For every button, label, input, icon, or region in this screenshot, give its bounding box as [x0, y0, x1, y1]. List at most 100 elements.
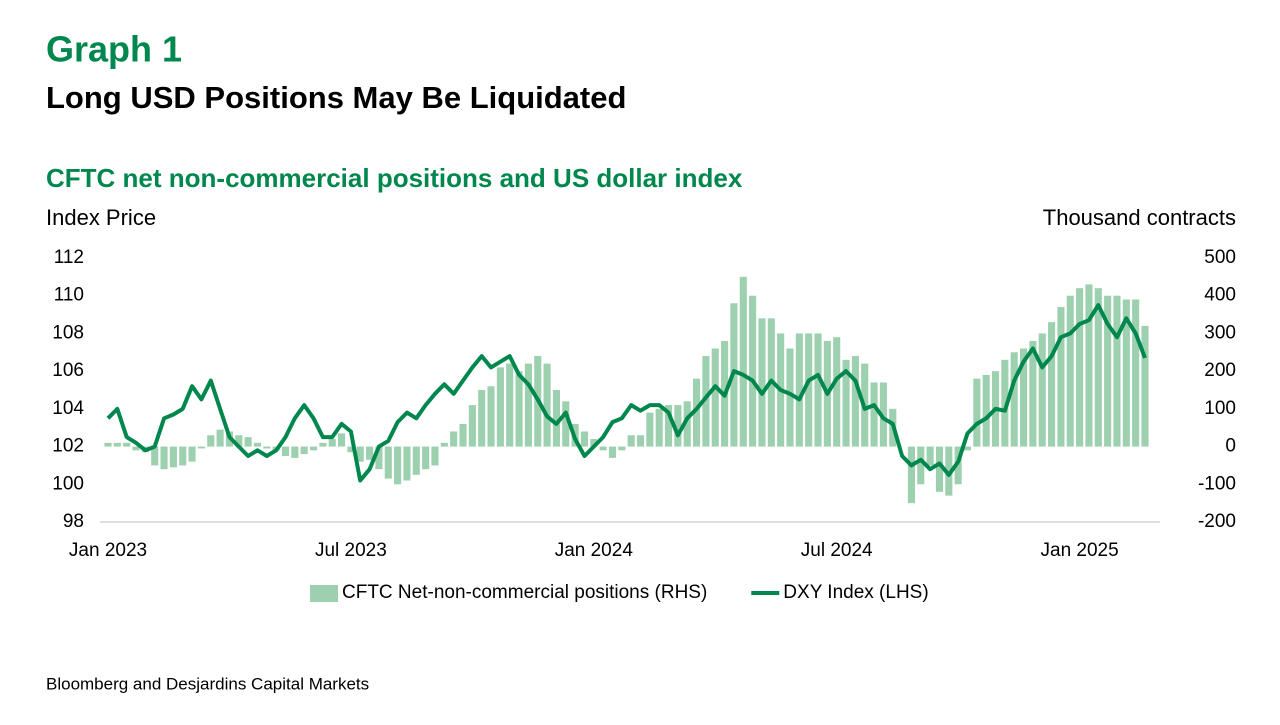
y-tick-label: 110 [54, 285, 84, 306]
chart-title: CFTC net non-commercial positions and US… [46, 163, 743, 193]
bar [608, 446, 617, 458]
bar [281, 446, 290, 456]
bar [319, 442, 327, 447]
y2-tick-label: 100 [1204, 398, 1236, 419]
bar [646, 412, 654, 447]
bar [366, 446, 374, 460]
y2-tick-label: 0 [1225, 436, 1236, 457]
bar [1048, 322, 1056, 447]
bar [487, 386, 495, 447]
bar [123, 442, 131, 447]
bar [954, 446, 962, 485]
y2-axis-label: Thousand contracts [1043, 205, 1236, 230]
y-tick-label: 112 [54, 247, 84, 268]
bar [1122, 299, 1130, 447]
bar [244, 437, 252, 447]
bar [786, 348, 794, 447]
bar [506, 363, 514, 447]
bar [1010, 352, 1018, 447]
bar [113, 442, 121, 447]
x-tick-label: Jul 2023 [315, 540, 387, 561]
bar [328, 439, 336, 447]
y2-tick-label: -200 [1198, 511, 1236, 532]
bar [160, 446, 168, 470]
bar [515, 371, 523, 447]
bar [207, 435, 215, 447]
bar [851, 356, 859, 447]
bar [459, 423, 467, 447]
bar [814, 333, 822, 447]
x-tick-label: Jan 2023 [69, 540, 147, 561]
x-tick-label: Jul 2024 [801, 540, 873, 561]
y2-tick-label: -100 [1198, 473, 1236, 494]
bar [907, 446, 915, 504]
bar [412, 446, 420, 475]
bar [664, 405, 673, 447]
bar [562, 401, 570, 447]
bar [879, 382, 887, 447]
bar [945, 446, 953, 496]
bar [1001, 359, 1009, 447]
bar [431, 446, 439, 466]
bar [1038, 333, 1046, 447]
bar [683, 401, 691, 447]
bar [627, 435, 635, 447]
bar [356, 446, 364, 462]
source: Bloomberg and Desjardins Capital Markets [46, 674, 369, 693]
bar [711, 348, 719, 447]
bar [338, 433, 346, 447]
bar [833, 337, 841, 447]
y-tick-label: 108 [52, 322, 84, 343]
bar [478, 390, 486, 447]
bar [496, 367, 504, 447]
bar [805, 333, 813, 447]
bar [1066, 295, 1074, 447]
bar [758, 318, 766, 447]
bar [132, 446, 140, 451]
bar [693, 378, 701, 447]
bar [870, 382, 878, 447]
bar [179, 446, 187, 466]
bar [1113, 295, 1121, 447]
y-tick-label: 98 [63, 511, 84, 532]
bar [1076, 288, 1084, 447]
bar [963, 446, 972, 451]
y-tick-label: 106 [52, 360, 84, 381]
bar [590, 439, 598, 447]
bar [1029, 340, 1037, 447]
bar [197, 446, 205, 449]
bar [1132, 299, 1140, 447]
bar [655, 408, 663, 447]
bar [749, 295, 757, 447]
bar [674, 405, 682, 447]
bar [552, 390, 560, 447]
legend-label: CFTC Net-non-commercial positions (RHS) [342, 582, 707, 603]
bar [422, 446, 430, 470]
bar [347, 446, 355, 453]
bar [1104, 295, 1112, 447]
bar [917, 446, 925, 485]
y2-tick-label: 200 [1204, 360, 1236, 381]
bar [842, 359, 850, 447]
bar [384, 446, 392, 479]
bar [375, 446, 383, 470]
y-tick-label: 102 [52, 436, 84, 457]
y2-tick-label: 400 [1204, 285, 1236, 306]
bar [468, 405, 476, 447]
bar [450, 431, 458, 447]
bar [524, 363, 532, 447]
line [106, 303, 1147, 483]
y-axis-label: Index Price [46, 205, 156, 230]
bar [1019, 348, 1028, 447]
bar [926, 446, 934, 466]
y-tick-label: 100 [52, 473, 84, 494]
bar [739, 276, 747, 447]
bar [1057, 307, 1065, 447]
legend-label: DXY Index (LHS) [783, 582, 928, 603]
page-title: Long USD Positions May Be Liquidated [46, 80, 626, 115]
x-tick-label: Jan 2024 [555, 540, 634, 561]
bar [253, 442, 262, 447]
bar [1141, 325, 1149, 447]
bar [795, 333, 803, 447]
